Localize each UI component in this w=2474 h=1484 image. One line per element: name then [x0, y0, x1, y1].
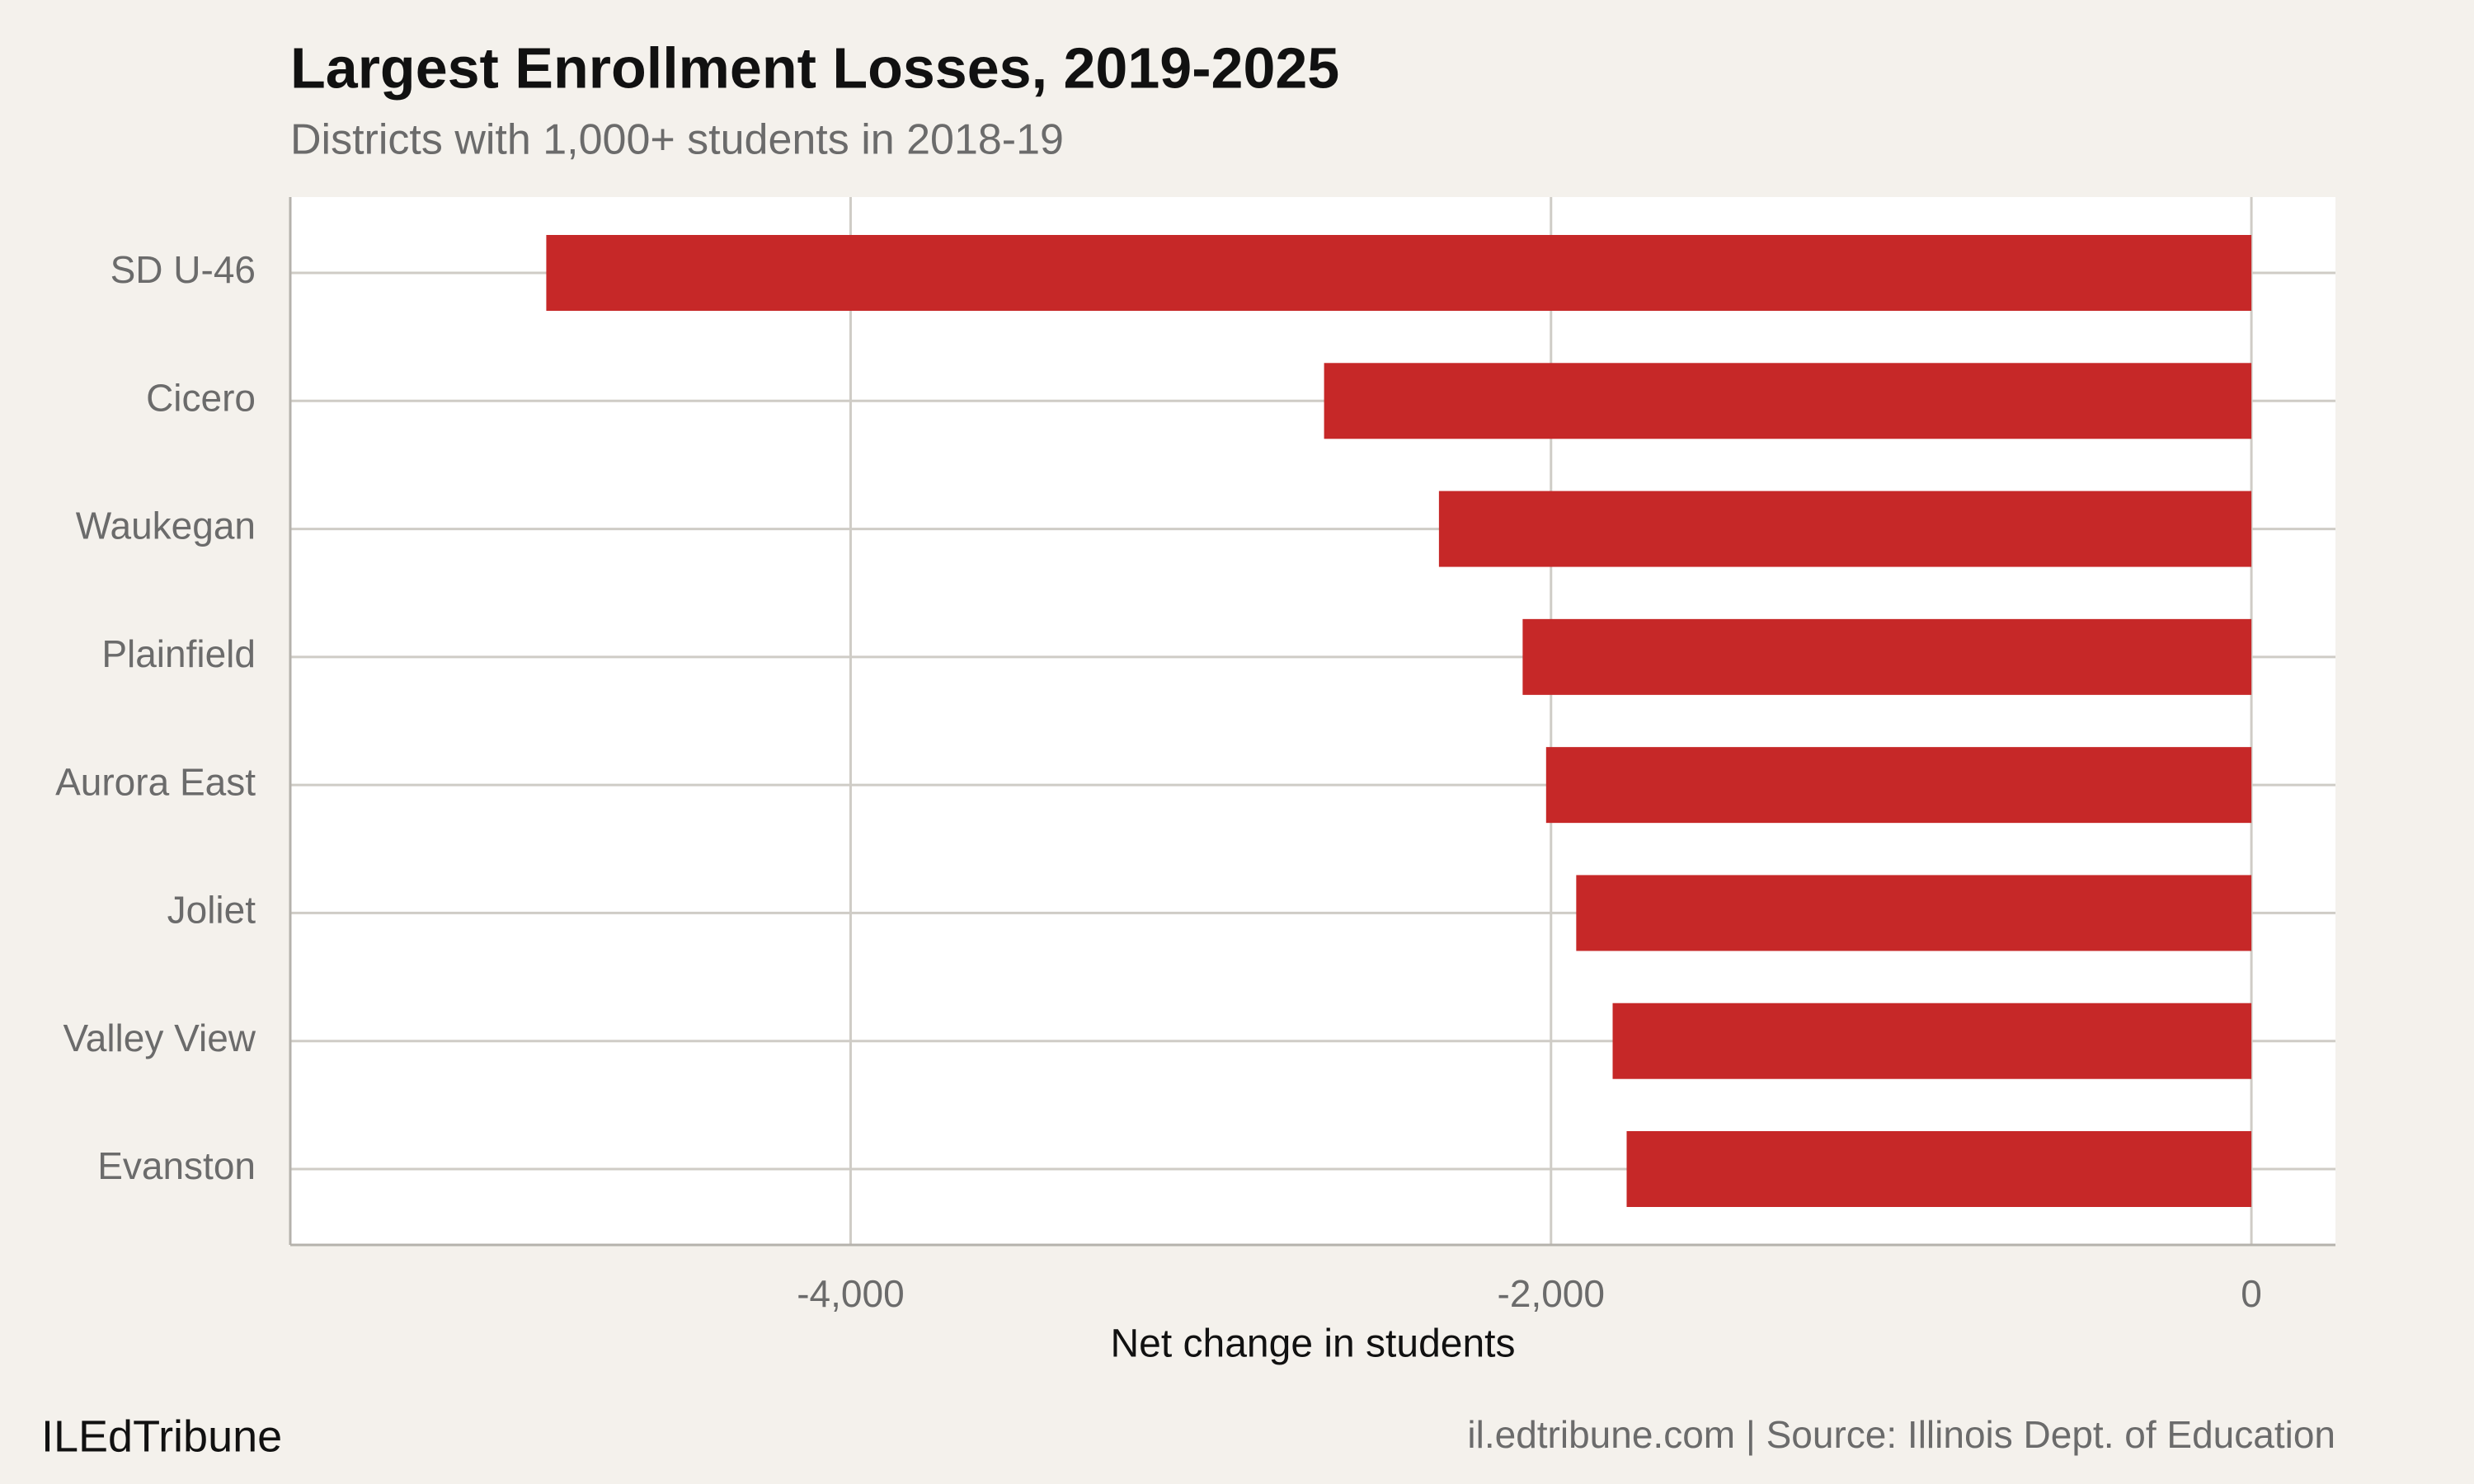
bar [1545, 747, 2252, 824]
bar [1576, 875, 2252, 951]
bar [1438, 491, 2252, 567]
bars [546, 235, 2252, 1207]
caption: il.edtribune.com | Source: Illinois Dept… [1467, 1413, 2335, 1456]
y-tick-label: Waukegan [76, 505, 256, 547]
y-tick-label: Valley View [63, 1017, 256, 1059]
x-axis-title: Net change in students [1111, 1322, 1516, 1366]
y-tick-label: Joliet [167, 889, 256, 932]
y-tick-label: Evanston [97, 1144, 256, 1187]
y-tick-label: SD U-46 [111, 248, 256, 291]
y-tick-label: Aurora East [55, 760, 256, 803]
bar [1626, 1131, 2252, 1207]
brand: ILEdTribune [41, 1411, 282, 1461]
y-tick-label: Plainfield [101, 632, 256, 675]
chart-subtitle: Districts with 1,000+ students in 2018-1… [290, 116, 1064, 164]
bar [1324, 363, 2252, 439]
x-tick-label: -4,000 [797, 1272, 904, 1315]
y-tick-label: Cicero [146, 376, 256, 419]
bar [1612, 1003, 2252, 1079]
bar [546, 235, 2252, 311]
x-tick-label: 0 [2241, 1272, 2262, 1315]
chart-title: Largest Enrollment Losses, 2019-2025 [290, 35, 1339, 100]
x-tick-label: -2,000 [1498, 1272, 1605, 1315]
bar [1522, 618, 2252, 695]
plot-background [290, 197, 2335, 1245]
